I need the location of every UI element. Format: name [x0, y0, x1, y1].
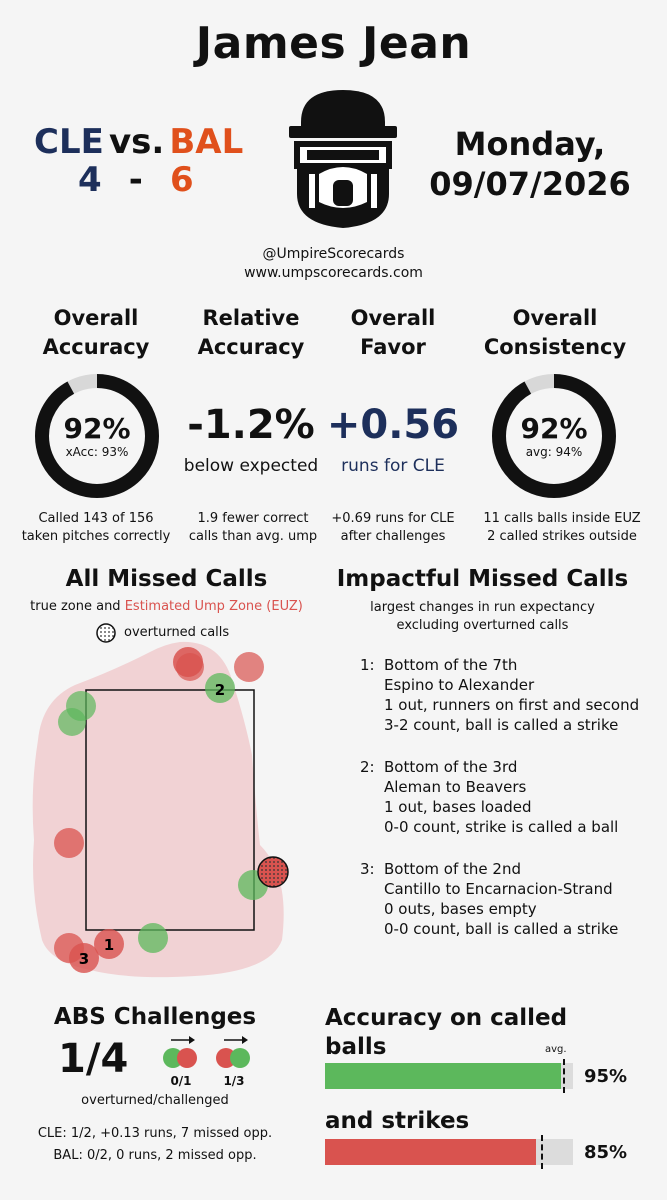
strike-to-ball-value: 0/1 [170, 1074, 192, 1088]
missed-pitch [94, 929, 124, 959]
abs-bal-line: BAL: 0/2, 0 runs, 2 missed opp. [53, 1148, 257, 1163]
missed-calls-subtitle: true zone and Estimated Ump Zone (EUZ) [30, 599, 303, 614]
overall-favor-value: +0.56 [326, 402, 460, 448]
missed-pitch [205, 673, 235, 703]
strike-zone [85, 689, 255, 931]
overturned-legend-label: overturned calls [124, 625, 230, 640]
consistency-caption: 11 calls balls inside EUZ 2 called strik… [483, 511, 641, 544]
strikes-title: and strikes [325, 1108, 470, 1134]
balls-bar-fill [325, 1063, 561, 1089]
away-team: CLE [34, 122, 104, 162]
vs-text: vs. [108, 122, 165, 162]
twitter-handle: @UmpireScorecards [262, 246, 405, 262]
accuracy-ring [35, 374, 159, 498]
home-team: BAL [169, 122, 244, 162]
website: www.umpscorecards.com [244, 265, 423, 281]
abs-ratio-label: overturned/challenged [81, 1093, 229, 1108]
overall-favor-title: Overall Favor [350, 306, 436, 359]
relative-caption: 1.9 fewer correct calls than avg. ump [188, 511, 318, 544]
relative-accuracy-title: Relative Accuracy [197, 306, 305, 359]
overall-accuracy-value: 92% [63, 412, 131, 445]
called-accuracy-title: Accuracy on called balls [325, 1005, 568, 1060]
strikes-bar-fill [325, 1139, 536, 1165]
impactful-item-1: 1: Bottom of the 7th Espino to Alexander… [360, 656, 640, 734]
abs-cle-line: CLE: 1/2, +0.13 runs, 7 missed opp. [37, 1126, 273, 1141]
missed-pitch [234, 652, 264, 682]
accuracy-ring-label: 92% xAcc: 93% [33, 412, 161, 459]
missed-pitch [138, 923, 168, 953]
impactful-subtitle: largest changes in run expectancy exclud… [370, 600, 595, 633]
consistency-ring-label: 92% avg: 94% [490, 412, 618, 459]
overall-favor-sub: runs for CLE [341, 456, 445, 476]
strikes-bar-track [325, 1135, 573, 1169]
branding: @UmpireScorecards www.umpscorecards.com [180, 245, 487, 283]
euz-region [32, 641, 284, 978]
balls-pct: 95% [584, 1066, 628, 1087]
strike-to-ball-icon [163, 1036, 197, 1068]
abs-title: ABS Challenges [53, 1004, 257, 1030]
strikes-pct: 85% [584, 1142, 628, 1163]
consistency-avg: avg: 94% [525, 445, 583, 459]
impactful-item-3: 3: Bottom of the 2nd Cantillo to Encarna… [360, 860, 619, 938]
favor-caption: +0.69 runs for CLE after challenges [331, 511, 455, 544]
abs-ratio: 1/4 [58, 1036, 129, 1082]
pitch-label-1: 1 [104, 936, 114, 954]
missed-pitch [176, 653, 204, 681]
umpire-mask-icon [289, 90, 397, 228]
score-dash: - [128, 160, 143, 200]
date-weekday: Monday, [454, 125, 606, 163]
strikes-avg-marker [540, 1135, 543, 1169]
ball-to-strike-value: 1/3 [223, 1074, 245, 1088]
overturned-legend-icon [96, 623, 116, 643]
score: 4 - 6 [78, 160, 238, 200]
xacc-value: xAcc: 93% [65, 445, 129, 459]
missed-calls-title: All Missed Calls [65, 566, 268, 592]
balls-avg-marker [563, 1059, 566, 1093]
impactful-item-2: 2: Bottom of the 3rd Aleman to Beavers 1… [360, 758, 619, 836]
overall-consistency-title: Overall Consistency [483, 306, 627, 359]
umpire-name: James Jean [195, 18, 472, 69]
pitch-label-3: 3 [79, 950, 89, 968]
away-score: 4 [78, 160, 102, 200]
missed-calls-plot: 2 1 3 [32, 641, 289, 978]
overall-accuracy-title: Overall Accuracy [42, 306, 150, 359]
home-score: 6 [169, 160, 194, 200]
consistency-ring [492, 374, 616, 498]
overall-consistency-value: 92% [520, 412, 588, 445]
relative-accuracy-value: -1.2% [187, 402, 315, 448]
game-date: Monday, 09/07/2026 [405, 124, 655, 204]
euz-label: Estimated Ump Zone (EUZ) [124, 599, 303, 614]
matchup: CLE vs. BAL [34, 122, 244, 162]
date-value: 09/07/2026 [429, 165, 631, 203]
missed-pitch [69, 943, 99, 973]
missed-pitch [54, 828, 84, 858]
avg-label: avg. [545, 1044, 567, 1055]
relative-accuracy-sub: below expected [183, 456, 319, 476]
pitch-label-2: 2 [215, 681, 225, 699]
ball-to-strike-icon [216, 1036, 250, 1068]
impactful-title: Impactful Missed Calls [336, 566, 629, 592]
balls-bar-track [325, 1059, 573, 1093]
accuracy-caption: Called 143 of 156 taken pitches correctl… [21, 511, 171, 544]
missed-pitch [58, 708, 86, 736]
